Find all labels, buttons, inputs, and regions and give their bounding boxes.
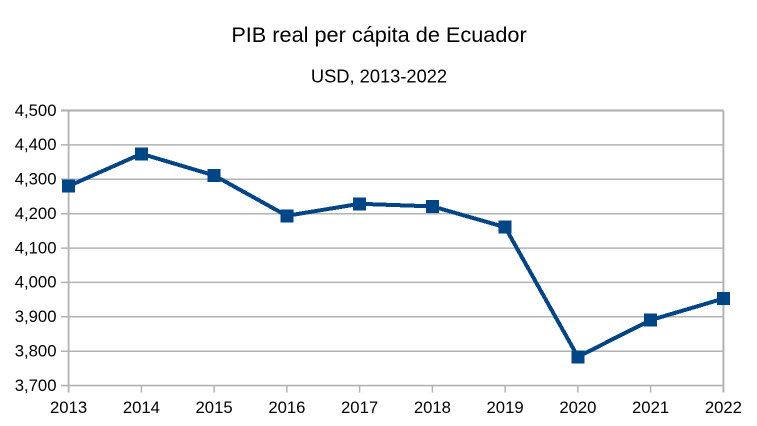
svg-text:3,800: 3,800 bbox=[15, 342, 57, 361]
svg-text:4,000: 4,000 bbox=[15, 273, 57, 292]
svg-text:2022: 2022 bbox=[705, 398, 742, 417]
svg-text:4,100: 4,100 bbox=[15, 238, 57, 257]
svg-text:USD, 2013-2022: USD, 2013-2022 bbox=[311, 66, 447, 87]
svg-text:2016: 2016 bbox=[268, 398, 305, 417]
svg-text:3,900: 3,900 bbox=[15, 307, 57, 326]
svg-text:2015: 2015 bbox=[196, 398, 233, 417]
svg-text:2014: 2014 bbox=[123, 398, 160, 417]
svg-text:3,700: 3,700 bbox=[15, 376, 57, 395]
svg-text:4,300: 4,300 bbox=[15, 170, 57, 189]
svg-text:2017: 2017 bbox=[341, 398, 378, 417]
svg-text:4,400: 4,400 bbox=[15, 135, 57, 154]
svg-text:2018: 2018 bbox=[414, 398, 451, 417]
svg-text:2021: 2021 bbox=[632, 398, 669, 417]
svg-text:PIB real per cápita de Ecuador: PIB real per cápita de Ecuador bbox=[231, 22, 526, 47]
svg-text:4,500: 4,500 bbox=[15, 101, 57, 120]
svg-text:2020: 2020 bbox=[559, 398, 596, 417]
svg-text:4,200: 4,200 bbox=[15, 204, 57, 223]
svg-text:2019: 2019 bbox=[487, 398, 524, 417]
svg-text:2013: 2013 bbox=[50, 398, 87, 417]
